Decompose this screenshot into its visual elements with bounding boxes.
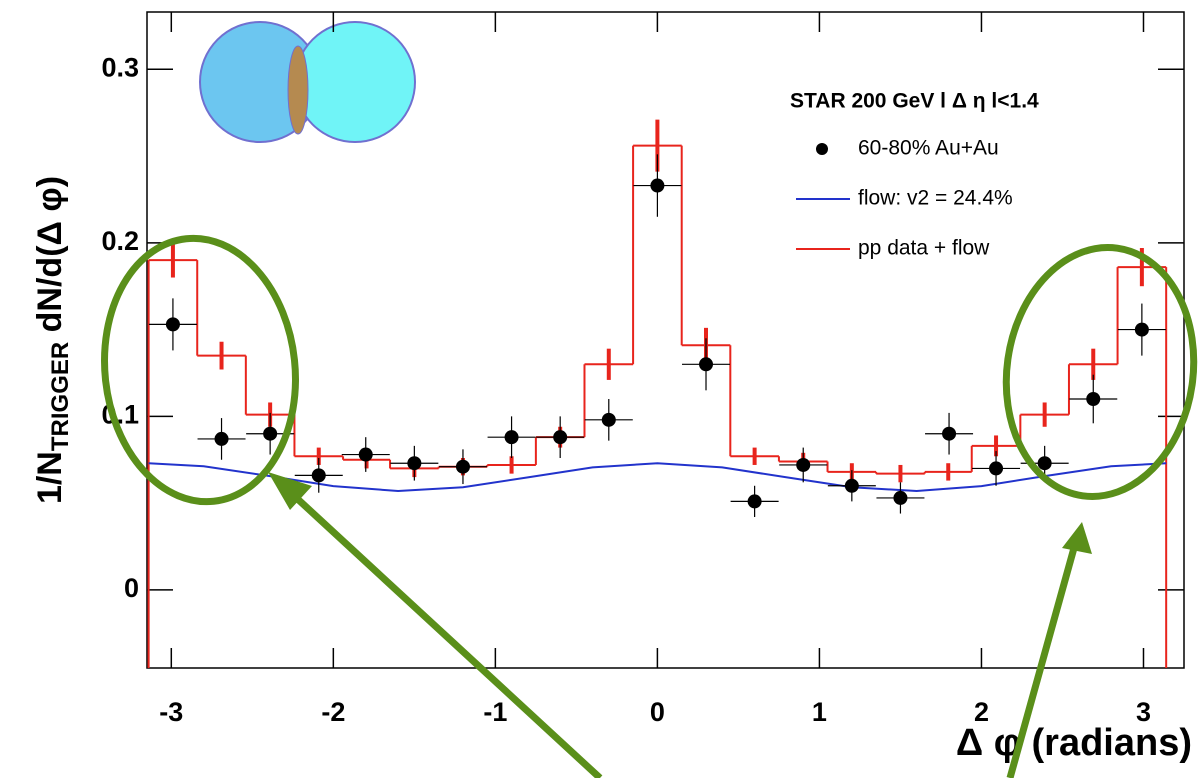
data-point xyxy=(699,357,713,371)
data-point xyxy=(215,432,229,446)
legend-label: flow: v2 = 24.4% xyxy=(858,187,1013,210)
y-tick-label: 0.2 xyxy=(101,226,139,256)
overlap-region xyxy=(288,46,308,134)
data-point xyxy=(553,430,567,444)
data-point xyxy=(893,491,907,505)
x-tick-label: -3 xyxy=(159,697,183,727)
data-point xyxy=(456,460,470,474)
y-label-main: 1/N xyxy=(31,451,69,504)
y-label-sub: TRIGGER xyxy=(47,342,74,451)
collision-icon xyxy=(200,22,415,142)
data-point xyxy=(312,468,326,482)
data-point xyxy=(1135,323,1149,337)
annotations xyxy=(92,229,1198,778)
data-point xyxy=(1086,392,1100,406)
page: {"chart_data": { "type": "combo", "xlabe… xyxy=(0,0,1198,778)
x-tick-label: 0 xyxy=(650,697,665,727)
data-point xyxy=(166,317,180,331)
data-point xyxy=(650,179,664,193)
data-point xyxy=(942,427,956,441)
arrowhead xyxy=(1062,522,1092,554)
data-point xyxy=(748,494,762,508)
highlight-ellipse xyxy=(92,229,309,511)
nucleus-right xyxy=(295,22,415,142)
data-point xyxy=(989,461,1003,475)
y-axis-label: 1/NTRIGGER dN/d(Δ φ) xyxy=(31,176,74,504)
data-point xyxy=(263,427,277,441)
arrow xyxy=(290,492,600,778)
x-tick-label: -1 xyxy=(483,697,507,727)
x-axis-label: Δ φ (radians) xyxy=(956,722,1192,764)
y-tick-label: 0.3 xyxy=(101,52,139,82)
legend-label: pp data + flow xyxy=(858,237,990,260)
x-tick-label: -2 xyxy=(321,697,345,727)
legend-marker xyxy=(816,143,828,155)
data-point xyxy=(505,430,519,444)
data-point xyxy=(796,458,810,472)
y-label-rest: dN/d(Δ φ) xyxy=(31,176,69,342)
chart: -3-2-1012300.10.20.3STAR 200 GeV l Δ η l… xyxy=(0,0,1198,778)
legend-title: STAR 200 GeV l Δ η l<1.4 xyxy=(790,90,1039,113)
data-point xyxy=(602,413,616,427)
data-point xyxy=(845,479,859,493)
data-point xyxy=(407,456,421,470)
x-tick-label: 1 xyxy=(812,697,827,727)
y-tick-label: 0 xyxy=(124,573,139,603)
data-point xyxy=(359,448,373,462)
data-point xyxy=(1038,456,1052,470)
legend-label: 60-80% Au+Au xyxy=(858,137,999,160)
